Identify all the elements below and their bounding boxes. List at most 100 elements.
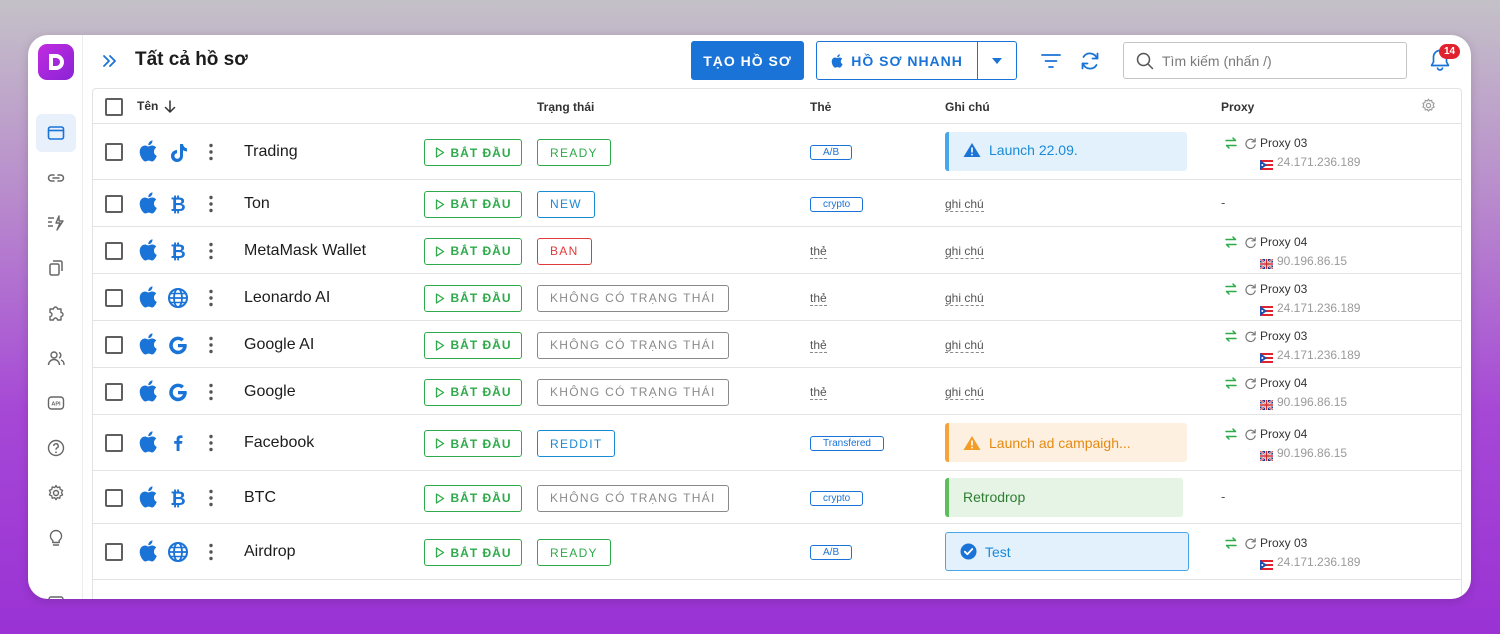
swap-icon[interactable] <box>1224 427 1238 446</box>
tag-placeholder[interactable]: thẻ <box>810 243 827 259</box>
table-row[interactable]: Airdrop BẮT ĐẦU READY A/B Test Proxy 03 24.171… <box>93 524 1461 580</box>
swap-icon[interactable] <box>1224 329 1238 348</box>
table-row[interactable]: Leonardo AI BẮT ĐẦU KHÔNG CÓ TRẠNG THÁI thẻ… <box>93 274 1461 321</box>
note-box[interactable]: Launch ad campaigh... <box>945 423 1187 462</box>
proxy-refresh-icon[interactable] <box>1244 283 1257 301</box>
row-checkbox[interactable] <box>105 194 123 213</box>
status-badge[interactable]: REDDIT <box>537 430 616 457</box>
tag-placeholder[interactable]: thẻ <box>810 290 827 306</box>
tag-placeholder[interactable]: thẻ <box>810 384 827 400</box>
proxy-refresh-icon[interactable] <box>1244 330 1257 348</box>
row-menu-icon[interactable] <box>208 543 214 566</box>
row-menu-icon[interactable] <box>208 195 214 218</box>
table-row[interactable]: ₿ MetaMask Wallet BẮT ĐẦU BAN thẻ ghi chú Prox… <box>93 227 1461 274</box>
puzzle-icon <box>49 306 64 321</box>
swap-icon[interactable] <box>1224 282 1238 301</box>
quick-profile-button[interactable]: HỒ SƠ NHANH <box>817 42 977 79</box>
sidebar-item-links[interactable] <box>36 159 76 197</box>
app-logo[interactable] <box>38 44 74 80</box>
tag-badge[interactable]: crypto <box>810 196 864 212</box>
filter-icon[interactable] <box>1040 50 1062 72</box>
row-menu-icon[interactable] <box>208 336 214 359</box>
column-name[interactable]: Tên <box>137 99 176 113</box>
start-button[interactable]: BẮT ĐẦU <box>424 430 522 457</box>
start-button[interactable]: BẮT ĐẦU <box>424 190 522 218</box>
swap-icon[interactable] <box>1224 235 1238 254</box>
sidebar-item-help[interactable] <box>36 429 76 467</box>
status-badge[interactable]: READY <box>537 539 611 566</box>
quick-profile-dropdown[interactable] <box>977 42 1016 79</box>
create-profile-button[interactable]: TẠO HỒ SƠ <box>691 41 804 80</box>
tag-badge[interactable]: A/B <box>810 145 853 160</box>
sidebar-item-more[interactable] <box>36 583 76 599</box>
refresh-icon[interactable] <box>1079 50 1101 72</box>
sidebar-item-api[interactable]: API <box>36 384 76 422</box>
swap-icon[interactable] <box>1224 136 1238 155</box>
note-box[interactable]: Retrodrop <box>945 477 1183 517</box>
status-badge[interactable]: KHÔNG CÓ TRẠNG THÁI <box>537 284 729 312</box>
sidebar-item-automation[interactable] <box>36 204 76 242</box>
start-button[interactable]: BẮT ĐẦU <box>424 378 522 406</box>
start-button[interactable]: BẮT ĐẦU <box>424 539 522 566</box>
tag-badge[interactable]: crypto <box>810 490 864 506</box>
row-menu-icon[interactable] <box>208 489 214 512</box>
proxy-refresh-icon[interactable] <box>1244 236 1257 254</box>
expand-sidebar-icon[interactable] <box>100 51 120 71</box>
row-menu-icon[interactable] <box>208 289 214 312</box>
status-badge[interactable]: BAN <box>537 237 592 265</box>
start-button[interactable]: BẮT ĐẦU <box>424 237 522 265</box>
row-checkbox[interactable] <box>105 543 123 561</box>
sidebar-item-team[interactable] <box>36 339 76 377</box>
row-menu-icon[interactable] <box>208 143 214 166</box>
note-placeholder[interactable]: ghi chú <box>945 384 984 400</box>
row-checkbox[interactable] <box>105 488 123 507</box>
row-checkbox[interactable] <box>105 335 123 354</box>
status-badge[interactable]: KHÔNG CÓ TRẠNG THÁI <box>537 484 729 512</box>
note-placeholder[interactable]: ghi chú <box>945 196 984 212</box>
sidebar-item-settings[interactable] <box>36 474 76 512</box>
start-button[interactable]: BẮT ĐẦU <box>424 284 522 312</box>
table-row[interactable]: ₿ BTC BẮT ĐẦU KHÔNG CÓ TRẠNG THÁI crypto Retr… <box>93 471 1461 524</box>
sidebar-item-tips[interactable] <box>36 519 76 557</box>
start-button[interactable]: BẮT ĐẦU <box>424 484 522 512</box>
status-badge[interactable]: KHÔNG CÓ TRẠNG THÁI <box>537 378 729 406</box>
column-settings-icon[interactable] <box>1420 97 1437 114</box>
swap-icon[interactable] <box>1224 376 1238 395</box>
note-box[interactable]: Launch 22.09. <box>945 132 1187 171</box>
proxy-refresh-icon[interactable] <box>1244 537 1257 555</box>
search-input[interactable] <box>1162 52 1392 69</box>
table-row[interactable]: Google AI BẮT ĐẦU KHÔNG CÓ TRẠNG THÁI thẻ gh… <box>93 321 1461 368</box>
sidebar-item-clone[interactable] <box>36 249 76 287</box>
table-row[interactable]: Facebook BẮT ĐẦU REDDIT Transfered Launch ad… <box>93 415 1461 471</box>
note-placeholder[interactable]: ghi chú <box>945 243 984 259</box>
row-menu-icon[interactable] <box>208 434 214 457</box>
status-badge[interactable]: NEW <box>537 190 595 218</box>
sidebar-item-extensions[interactable] <box>36 294 76 332</box>
table-row[interactable]: Google BẮT ĐẦU KHÔNG CÓ TRẠNG THÁI thẻ ghi c… <box>93 368 1461 415</box>
status-badge[interactable]: KHÔNG CÓ TRẠNG THÁI <box>537 331 729 359</box>
row-menu-icon[interactable] <box>208 383 214 406</box>
row-menu-icon[interactable] <box>208 242 214 265</box>
select-all-checkbox[interactable] <box>105 98 123 116</box>
table-row[interactable]: ₿ Ton BẮT ĐẦU NEW crypto ghi chú - <box>93 180 1461 227</box>
row-checkbox[interactable] <box>105 288 123 307</box>
sidebar-item-profiles[interactable] <box>36 114 76 152</box>
row-checkbox[interactable] <box>105 382 123 401</box>
tag-badge[interactable]: A/B <box>810 545 853 560</box>
proxy-refresh-icon[interactable] <box>1244 137 1257 155</box>
tag-placeholder[interactable]: thẻ <box>810 337 827 353</box>
status-badge[interactable]: READY <box>537 139 611 166</box>
proxy-refresh-icon[interactable] <box>1244 377 1257 395</box>
note-box[interactable]: Test <box>945 532 1189 571</box>
start-button[interactable]: BẮT ĐẦU <box>424 139 522 166</box>
row-checkbox[interactable] <box>105 143 123 161</box>
start-button[interactable]: BẮT ĐẦU <box>424 331 522 359</box>
table-row[interactable]: Trading BẮT ĐẦU READY A/B Launch 22.09. Proxy… <box>93 124 1461 180</box>
swap-icon[interactable] <box>1224 536 1238 555</box>
note-placeholder[interactable]: ghi chú <box>945 290 984 306</box>
proxy-refresh-icon[interactable] <box>1244 428 1257 446</box>
row-checkbox[interactable] <box>105 434 123 452</box>
note-placeholder[interactable]: ghi chú <box>945 337 984 353</box>
row-checkbox[interactable] <box>105 241 123 260</box>
tag-badge[interactable]: Transfered <box>810 436 884 451</box>
